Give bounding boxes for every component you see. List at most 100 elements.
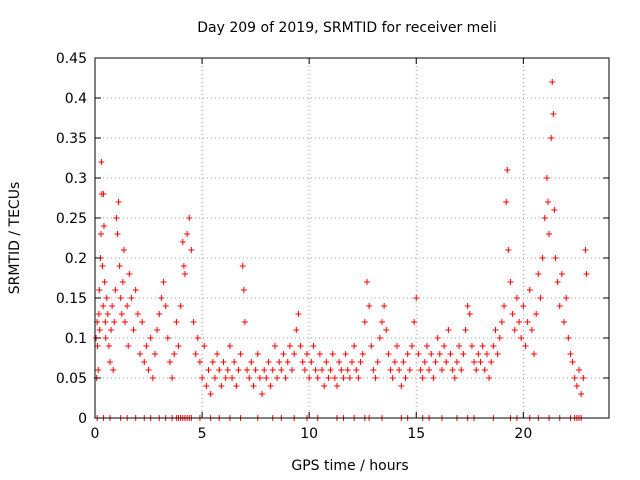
x-tick-labels: 0 5 10 15 20 xyxy=(91,426,533,442)
data-point xyxy=(319,367,326,373)
data-point xyxy=(498,319,505,325)
data-point xyxy=(481,367,488,373)
data-point xyxy=(404,351,411,357)
data-point xyxy=(524,319,531,325)
data-point xyxy=(214,351,221,357)
data-point xyxy=(402,375,409,381)
x-tick-label: 0 xyxy=(91,426,100,442)
data-point xyxy=(563,295,570,301)
data-point xyxy=(224,367,231,373)
data-point xyxy=(456,343,463,349)
data-point xyxy=(103,295,110,301)
data-point xyxy=(338,367,345,373)
y-tick-label: 0.4 xyxy=(65,91,87,107)
data-point xyxy=(96,327,103,333)
data-point xyxy=(96,287,103,293)
data-point xyxy=(381,303,388,309)
data-point xyxy=(327,367,334,373)
axis-ticks xyxy=(94,57,609,419)
data-point xyxy=(479,343,486,349)
data-point xyxy=(299,359,306,365)
data-point xyxy=(119,279,126,285)
data-point xyxy=(229,375,236,381)
data-point xyxy=(372,375,379,381)
data-point xyxy=(406,367,413,373)
data-point xyxy=(130,327,137,333)
data-point xyxy=(357,359,364,365)
x-tick-label: 20 xyxy=(514,426,532,442)
data-point xyxy=(321,383,328,389)
data-point xyxy=(278,367,285,373)
data-point xyxy=(554,279,561,285)
data-point xyxy=(421,359,428,365)
data-point xyxy=(239,263,246,269)
plot-frame xyxy=(94,57,610,419)
data-point xyxy=(387,367,394,373)
data-point xyxy=(201,343,208,349)
data-point xyxy=(436,351,443,357)
data-point xyxy=(509,311,516,317)
data-point xyxy=(116,263,123,269)
data-point xyxy=(578,391,585,397)
data-point xyxy=(522,343,529,349)
data-point xyxy=(95,311,102,317)
y-tick-label: 0.2 xyxy=(65,251,87,267)
data-point xyxy=(118,311,125,317)
data-point xyxy=(158,295,165,301)
data-point xyxy=(434,335,441,341)
data-point xyxy=(370,367,377,373)
data-point xyxy=(203,383,210,389)
data-point xyxy=(282,375,289,381)
y-tick-labels: 0 0.05 0.1 0.15 0.2 0.25 0.3 0.35 0.4 0.45 xyxy=(56,51,87,427)
data-point xyxy=(451,375,458,381)
data-point xyxy=(141,359,148,365)
data-point xyxy=(334,383,341,389)
data-point xyxy=(156,311,163,317)
data-point xyxy=(426,367,433,373)
data-point xyxy=(237,351,244,357)
data-point xyxy=(145,367,152,373)
y-tick-label: 0.15 xyxy=(56,291,87,307)
data-point xyxy=(537,295,544,301)
data-point xyxy=(336,359,343,365)
data-point xyxy=(216,367,223,373)
data-point xyxy=(136,351,143,357)
data-point xyxy=(546,231,553,237)
data-point xyxy=(363,279,370,285)
data-point xyxy=(121,319,128,325)
data-point xyxy=(475,351,482,357)
data-point xyxy=(453,359,460,365)
data-point xyxy=(447,351,454,357)
data-point xyxy=(179,239,186,245)
y-tick-label: 0 xyxy=(78,411,87,427)
data-point xyxy=(573,383,580,389)
data-point xyxy=(492,327,499,333)
data-point xyxy=(551,207,558,213)
data-point xyxy=(558,271,565,277)
y-tick-label: 0.35 xyxy=(56,131,87,147)
data-point xyxy=(104,311,111,317)
data-point xyxy=(565,335,572,341)
data-point xyxy=(346,375,353,381)
data-point xyxy=(186,215,193,221)
data-point xyxy=(181,271,188,277)
data-point xyxy=(549,79,556,85)
data-point xyxy=(411,319,418,325)
data-point xyxy=(383,327,390,333)
data-point xyxy=(430,375,437,381)
data-point xyxy=(274,375,281,381)
data-point xyxy=(438,367,445,373)
data-point xyxy=(114,231,121,237)
data-point xyxy=(561,319,568,325)
data-point xyxy=(171,351,178,357)
data-point xyxy=(432,359,439,365)
chart-title: Day 209 of 2019, SRMTID for receiver mel… xyxy=(197,20,496,36)
data-point xyxy=(304,351,311,357)
x-tick-label: 5 xyxy=(198,426,207,442)
data-point xyxy=(544,199,551,205)
data-point xyxy=(400,359,407,365)
data-point xyxy=(344,367,351,373)
y-tick-label: 0.3 xyxy=(65,171,87,187)
data-point xyxy=(113,215,120,221)
data-point xyxy=(180,263,187,269)
